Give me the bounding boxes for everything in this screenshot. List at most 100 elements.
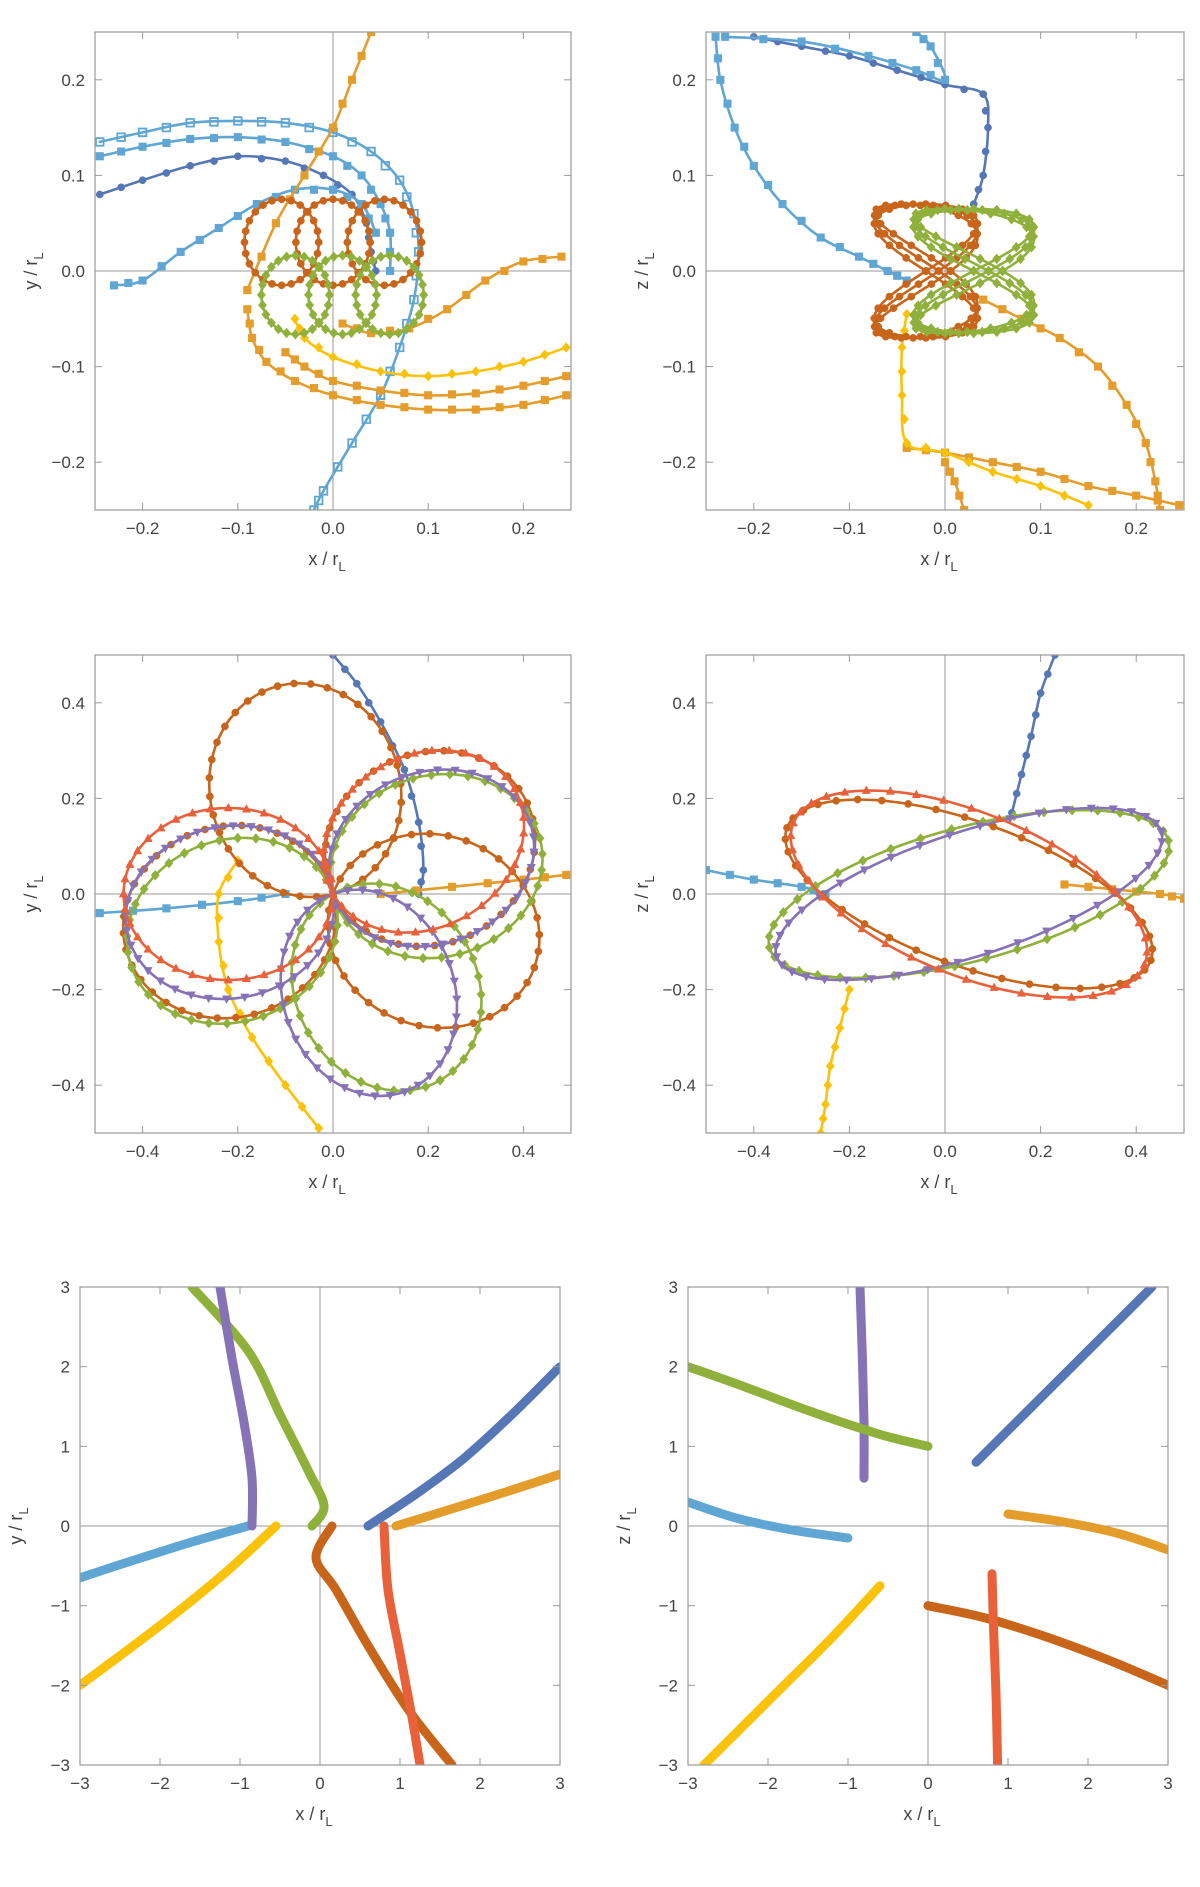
- marker-red-loops: [120, 873, 130, 883]
- marker-purple-loops: [456, 935, 466, 944]
- marker-dark-blue: [979, 90, 988, 98]
- marker-light-blue-open: [402, 192, 412, 202]
- marker-gold-bottom-filled: [255, 345, 264, 354]
- marker-green-figure8: [909, 214, 919, 225]
- y-tick-label: 3: [61, 1278, 70, 1297]
- marker-green-loop: [352, 299, 362, 311]
- marker-yellow: [816, 1127, 826, 1133]
- marker-dark-orange-loop: [240, 238, 249, 247]
- marker-purple-ellipse: [915, 842, 925, 851]
- marker-gold-bottom: [1175, 501, 1184, 510]
- marker-green-loop: [419, 289, 429, 301]
- marker-dark-blue: [186, 161, 195, 170]
- y-tick-label: 1: [61, 1437, 70, 1456]
- marker-yellow: [561, 342, 571, 353]
- marker-dark-orange-ellipse: [904, 800, 913, 808]
- marker-purple-loops: [450, 766, 460, 776]
- marker-purple-loops: [448, 1030, 459, 1039]
- marker-purple-loops: [280, 832, 290, 841]
- marker-dark-orange-ellipse: [1076, 984, 1085, 993]
- marker-dark-orange-ellipse: [853, 795, 862, 804]
- marker-green-loops: [421, 1081, 431, 1093]
- marker-gold-bottom-filled: [540, 396, 549, 405]
- marker-red-loops: [327, 813, 338, 822]
- y-axis-label-main: y / r: [6, 1515, 26, 1545]
- x-tick-label: 1: [1003, 1774, 1012, 1793]
- y-tick-label: 0.1: [61, 166, 85, 185]
- x-tick-label: −0.4: [126, 1142, 160, 1161]
- marker-green-figure8: [1006, 317, 1016, 328]
- marker-green-figure8: [1006, 214, 1016, 225]
- marker-green-figure8: [969, 265, 979, 277]
- marker-green-loops: [448, 1065, 458, 1077]
- marker-purple-loops: [356, 926, 366, 935]
- marker-yellow: [902, 437, 912, 449]
- marker-dark-orange-loops: [535, 930, 544, 939]
- marker-dark-orange-figure8: [895, 292, 904, 301]
- marker-green-figure8: [1020, 241, 1030, 253]
- x-tick-label: −3: [678, 1774, 697, 1793]
- marker-light-blue-filled: [186, 135, 195, 144]
- marker-dark-orange-loop: [296, 259, 305, 268]
- x-tick-label: 3: [555, 1774, 564, 1793]
- marker-red-loops: [328, 888, 338, 898]
- marker-red-loops: [125, 859, 135, 868]
- marker-red-loops: [143, 833, 153, 842]
- marker-green-ellipse: [1164, 845, 1174, 857]
- marker-dark-orange-loops: [290, 679, 298, 688]
- series-light-blue: [80, 1521, 253, 1583]
- y-tick-label: 0: [61, 1517, 70, 1536]
- marker-gold-bottom-filled: [447, 405, 457, 414]
- marker-green-loop: [307, 323, 317, 335]
- marker-dark-orange-loops: [390, 834, 398, 843]
- x-tick-label: 0.0: [321, 519, 345, 538]
- x-tick-label: −0.2: [737, 519, 771, 538]
- x-tick-label: 1: [395, 1774, 404, 1793]
- marker-dark-orange-loop: [416, 227, 425, 236]
- marker-light-blue-filled: [257, 135, 266, 144]
- marker-purple-loops: [365, 791, 375, 800]
- series-line-gold: [391, 1469, 560, 1531]
- marker-purple-ellipse: [886, 853, 896, 863]
- marker-purple-loops: [529, 848, 539, 857]
- marker-purple-ellipse: [1144, 861, 1154, 871]
- marker-yellow: [897, 366, 907, 377]
- marker-red-ellipse: [1124, 902, 1134, 911]
- marker-dark-orange-loop: [361, 216, 370, 225]
- marker-dark-orange-loop: [370, 196, 379, 205]
- marker-purple-ellipse: [771, 943, 781, 952]
- marker-gold-bottom-line: [400, 388, 409, 397]
- marker-green-loop: [376, 327, 386, 339]
- x-tick-label: 2: [475, 1774, 484, 1793]
- marker-gold: [1179, 894, 1184, 903]
- marker-red-loops: [518, 812, 529, 821]
- marker-purple-ellipse: [820, 975, 830, 985]
- marker-light-blue: [831, 44, 840, 53]
- marker-dark-orange-loops: [530, 963, 539, 972]
- marker-green-loop: [372, 289, 382, 301]
- marker-gold-arc: [1093, 362, 1103, 371]
- marker-gold-arc: [1151, 477, 1160, 486]
- marker-purple-loops: [192, 828, 202, 838]
- marker-yellow: [297, 1101, 307, 1113]
- marker-gold-arc: [1122, 400, 1131, 409]
- marker-dark-orange-ellipse: [1148, 945, 1157, 953]
- marker-purple-ellipse: [1153, 849, 1163, 858]
- marker-green-loop: [266, 261, 276, 273]
- x-tick-label: 0: [315, 1774, 324, 1793]
- marker-dark-blue: [1027, 732, 1035, 741]
- marker-purple-loops: [528, 833, 539, 842]
- marker-green-loops: [299, 850, 309, 862]
- marker-gold-upper: [314, 147, 323, 156]
- series-green-loop: [256, 250, 429, 340]
- marker-light-blue-open: [95, 137, 105, 147]
- series-green: [187, 1287, 329, 1531]
- x-tick-label: 0.0: [321, 1142, 345, 1161]
- marker-light-blue-open: [185, 118, 195, 128]
- marker-dark-orange-ellipse: [885, 933, 894, 942]
- marker-light-blue: [773, 879, 782, 888]
- marker-light-blue: [933, 59, 942, 68]
- marker-dark-blue: [417, 878, 425, 886]
- marker-purple-ellipse: [801, 973, 811, 982]
- marker-green-figure8: [931, 300, 941, 311]
